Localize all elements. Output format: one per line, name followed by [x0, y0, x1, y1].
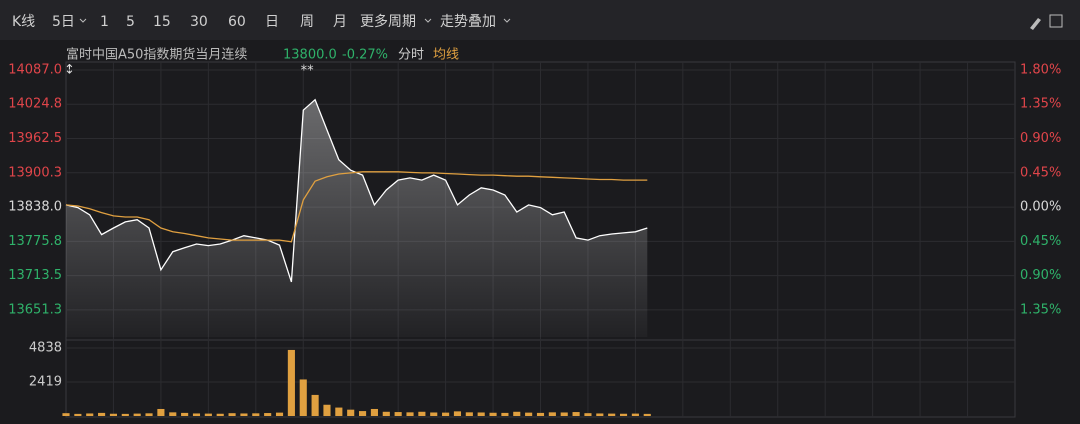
instrument: 富时中国A50指数期货当月连续 [66, 47, 247, 63]
toolbar-item[interactable]: 5日 [52, 14, 75, 30]
volume-bar [608, 413, 616, 416]
y2-tick-label: 0.45% [1020, 165, 1061, 180]
y-tick-label: 2419 [29, 375, 62, 390]
y2-tick-label: 0.00% [1020, 200, 1061, 215]
y2-tick-label: 1.35% [1020, 97, 1061, 112]
toolbar [0, 0, 1080, 40]
volume-bar [74, 413, 82, 416]
volume-bar [275, 412, 284, 416]
average-label: 均线 [433, 48, 459, 63]
volume-bar [584, 413, 592, 416]
volume-bar [536, 412, 545, 416]
y2-tick-label: 0.90% [1020, 268, 1061, 283]
volume-bar [382, 411, 390, 416]
mode: 分时 [398, 48, 424, 63]
toolbar-item[interactable]: 月 [333, 14, 347, 30]
toolbar-item[interactable]: K线 [12, 14, 35, 30]
toolbar-item[interactable]: 60 [228, 14, 246, 30]
volume-bar [430, 412, 438, 416]
volume-bar [335, 407, 343, 416]
toolbar-items: K线 5日 1 5 15 30 60 日周月更多周期 走势叠加 [12, 13, 496, 30]
y-tick-label: 13838.0 [8, 200, 62, 215]
volume-bar [299, 379, 307, 416]
dropdown-icon[interactable] [424, 18, 432, 23]
volume-bar [204, 413, 212, 416]
y-tick-label: 13775.8 [8, 234, 62, 249]
y-tick-label: 14087.0 [8, 62, 62, 77]
volume-bar [406, 412, 414, 416]
toolbar-item[interactable]: 走势叠加 [440, 14, 496, 30]
volume-bar [240, 413, 248, 416]
y-tick-label: 4838 [29, 341, 62, 356]
volume-bar [572, 412, 580, 416]
volume-bar [228, 413, 236, 416]
change: -0.27% [342, 48, 388, 63]
volume-bar [86, 413, 94, 416]
volume-bar [548, 412, 556, 416]
volume-bar [133, 413, 141, 416]
volume-bar [370, 408, 378, 416]
volume-bar [418, 411, 426, 416]
volume-bar [157, 408, 165, 416]
y-tick-label: 13713.5 [8, 268, 62, 283]
volume-bar [453, 411, 462, 416]
volume-bar [631, 413, 639, 416]
toolbar-item[interactable]: 1 [100, 14, 109, 30]
y-tick-label: 13962.5 [8, 131, 62, 146]
volume-bar [145, 413, 153, 416]
volume-bar [619, 413, 628, 416]
volume-bar [121, 413, 129, 416]
volume-bar [323, 404, 331, 416]
volume-bar [643, 413, 651, 416]
volume-bar [169, 412, 177, 416]
volume-bar [359, 411, 367, 416]
volume-bar [560, 412, 568, 416]
volume-bar [525, 412, 533, 416]
y2-tick-label: 0.90% [1020, 131, 1061, 146]
volume-bar [264, 413, 272, 416]
volume-bar [394, 412, 402, 416]
toolbar-item[interactable]: 周 [300, 14, 314, 30]
y-tick-label: 13900.3 [8, 165, 62, 180]
volume-bar [513, 411, 521, 416]
volume-bar [311, 394, 319, 416]
volume-bar [181, 412, 189, 416]
y2-tick-label: 0.45% [1020, 234, 1061, 249]
volume-bar [62, 413, 70, 416]
annotation: ** [301, 64, 315, 79]
y2-tick-label: 1.80% [1020, 62, 1061, 77]
price: 13800.0 [283, 48, 337, 63]
y-tick-label: 13651.3 [8, 302, 62, 317]
volume-bar [501, 412, 509, 416]
volume-bar [347, 409, 355, 416]
toolbar-item[interactable]: 30 [190, 14, 208, 30]
volume-bar [596, 413, 604, 416]
volume-bar [252, 413, 260, 416]
volume-bar [287, 349, 295, 416]
volume-bar [109, 413, 118, 416]
volume-bar [489, 412, 497, 416]
volume-bar [216, 413, 224, 416]
draw-icon[interactable] [1030, 18, 1041, 30]
volume-bar [477, 412, 485, 416]
dropdown-icon[interactable] [503, 18, 511, 23]
y-tick-label: 14024.8 [8, 97, 62, 112]
average-line [65, 171, 648, 243]
toolbar-item[interactable]: 15 [153, 14, 171, 30]
volume-bar [98, 412, 106, 416]
volume-bar [442, 412, 450, 416]
volume-bar [465, 412, 473, 416]
toolbar-item[interactable]: 5 [126, 14, 135, 30]
price-area [66, 99, 648, 337]
toolbar-item[interactable]: 更多周期 [360, 13, 416, 30]
y2-tick-label: 1.35% [1020, 302, 1061, 317]
settings-icon[interactable] [1049, 14, 1063, 28]
dropdown-icon[interactable] [79, 18, 87, 23]
toolbar-item[interactable]: 日 [265, 14, 279, 30]
volume-bar [192, 413, 201, 416]
